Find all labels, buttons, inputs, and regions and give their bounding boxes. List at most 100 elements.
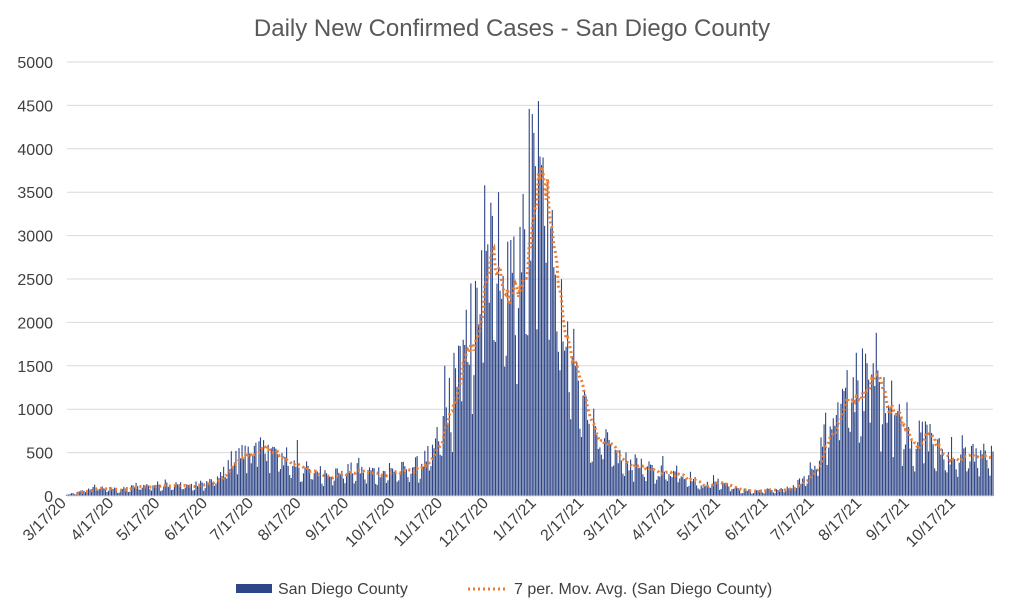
bar-day-339	[587, 419, 589, 496]
bar-day-446	[751, 493, 753, 496]
bar-day-130	[266, 461, 268, 496]
bar-day-99	[218, 478, 220, 496]
bar-day-102	[223, 466, 225, 496]
bar-day-404	[686, 486, 688, 496]
bar-day-56	[152, 485, 154, 496]
bar-day-313	[547, 183, 549, 496]
bar-day-139	[279, 469, 282, 496]
bar-day-334	[579, 428, 581, 496]
bar-day-394	[671, 477, 673, 496]
bar-day-9	[80, 490, 82, 496]
bar-day-592	[975, 448, 977, 496]
bar-day-572	[944, 470, 946, 496]
bar-day-200	[373, 468, 375, 496]
bar-day-152	[299, 481, 301, 496]
bar-day-482	[806, 483, 808, 496]
bar-day-587	[967, 468, 969, 496]
bar-day-254	[456, 386, 458, 496]
bar-day-573	[946, 472, 948, 496]
bar-series	[66, 101, 994, 497]
bar-day-61	[160, 491, 162, 496]
bar-day-565	[934, 468, 936, 496]
bar-day-278	[493, 340, 495, 496]
bar-day-137	[276, 454, 278, 496]
bar-day-380	[650, 464, 652, 496]
bar-day-22	[100, 487, 102, 496]
y-tick-label-3000: 3000	[17, 229, 53, 246]
bar-day-263	[470, 283, 472, 496]
bar-day-167	[322, 486, 325, 496]
bar-day-330	[573, 328, 575, 496]
bar-day-537	[891, 380, 893, 496]
bar-day-424	[717, 478, 719, 496]
bar-day-269	[479, 314, 481, 496]
bar-day-287	[507, 241, 509, 496]
bar-day-142	[284, 457, 286, 496]
bar-day-203	[378, 467, 380, 496]
bar-day-71	[175, 482, 177, 496]
bar-day-48	[140, 489, 142, 496]
bar-day-125	[258, 441, 260, 496]
bar-day-212	[392, 468, 394, 496]
bar-day-117	[246, 473, 248, 496]
bar-day-250	[450, 432, 452, 496]
bar-day-381	[651, 465, 653, 496]
bar-day-309	[540, 165, 543, 496]
bar-day-303	[531, 114, 533, 496]
bar-day-328	[570, 419, 572, 496]
bar-day-5	[74, 494, 76, 496]
bar-day-547	[906, 402, 908, 496]
bar-day-429	[725, 482, 727, 496]
bar-day-322	[560, 279, 563, 496]
bar-day-314	[548, 339, 550, 496]
bar-day-507	[845, 387, 847, 496]
bar-day-112	[238, 448, 240, 496]
bar-day-505	[841, 388, 844, 496]
bar-day-286	[505, 355, 507, 496]
bar-day-233	[424, 450, 426, 496]
bar-day-347	[599, 447, 601, 496]
bar-day-470	[788, 488, 790, 496]
bar-day-348	[600, 454, 602, 496]
bar-day-173	[332, 485, 334, 496]
bar-day-38	[124, 488, 126, 496]
bar-day-436	[735, 487, 738, 496]
bar-day-544	[901, 465, 903, 496]
bar-day-85	[196, 485, 199, 496]
bar-day-209	[387, 480, 389, 496]
bar-day-480	[803, 476, 805, 496]
bar-day-277	[491, 215, 493, 496]
bar-day-533	[884, 413, 887, 496]
legend[interactable]: San Diego County 7 per. Mov. Avg. (San D…	[236, 581, 772, 598]
bar-day-534	[886, 422, 888, 496]
bar-day-12	[84, 492, 86, 496]
bar-day-282	[499, 290, 501, 496]
chart-title: Daily New Confirmed Cases - San Diego Co…	[254, 15, 770, 42]
bar-day-355	[611, 466, 613, 496]
bar-day-74	[180, 482, 182, 496]
bar-day-413	[700, 485, 702, 496]
bar-day-220	[404, 466, 406, 496]
bar-day-512	[852, 377, 854, 496]
bar-day-108	[232, 466, 234, 496]
bar-day-535	[888, 405, 890, 496]
bar-day-445	[749, 491, 751, 496]
bar-day-285	[504, 366, 506, 496]
bar-day-211	[390, 468, 392, 496]
bar-day-134	[272, 446, 274, 496]
bar-day-468	[785, 491, 787, 496]
bar-day-560	[926, 424, 928, 496]
bar-day-160	[312, 479, 314, 496]
bar-day-524	[871, 374, 873, 496]
bar-day-342	[591, 461, 593, 496]
bar-day-216	[398, 480, 400, 496]
bar-day-248	[447, 425, 449, 496]
bar-day-184	[349, 471, 351, 496]
bar-day-247	[445, 407, 447, 496]
bar-day-146	[290, 477, 292, 496]
bar-day-376	[643, 476, 645, 496]
bar-day-435	[734, 487, 736, 496]
bar-day-327	[568, 392, 570, 496]
bar-day-467	[783, 492, 785, 496]
bar-day-291	[513, 236, 515, 496]
